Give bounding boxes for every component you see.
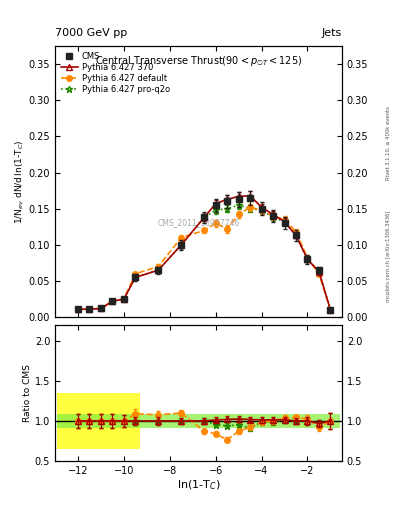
Text: 7000 GeV pp: 7000 GeV pp [55, 28, 127, 38]
Y-axis label: 1/N$_{ev}$ dN/d$\,$ln(1-T$_C$): 1/N$_{ev}$ dN/d$\,$ln(1-T$_C$) [13, 139, 26, 224]
Legend: CMS, Pythia 6.427 370, Pythia 6.427 default, Pythia 6.427 pro-q2o: CMS, Pythia 6.427 370, Pythia 6.427 defa… [59, 50, 171, 96]
Text: CMS_2011_S8957746: CMS_2011_S8957746 [157, 218, 240, 227]
Text: Rivet 3.1.10, ≥ 400k events: Rivet 3.1.10, ≥ 400k events [386, 106, 391, 180]
Bar [57, 393, 140, 449]
Text: Jets: Jets [321, 28, 342, 38]
X-axis label: ln(1-T$_C$): ln(1-T$_C$) [176, 478, 220, 492]
Text: mcplots.cern.ch [arXiv:1306.3436]: mcplots.cern.ch [arXiv:1306.3436] [386, 210, 391, 302]
Text: Central Transverse Thrust$(90 < p_{\varnothing T} < 125)$: Central Transverse Thrust$(90 < p_{\varn… [95, 54, 302, 68]
Y-axis label: Ratio to CMS: Ratio to CMS [23, 364, 32, 422]
Bar [57, 414, 340, 428]
